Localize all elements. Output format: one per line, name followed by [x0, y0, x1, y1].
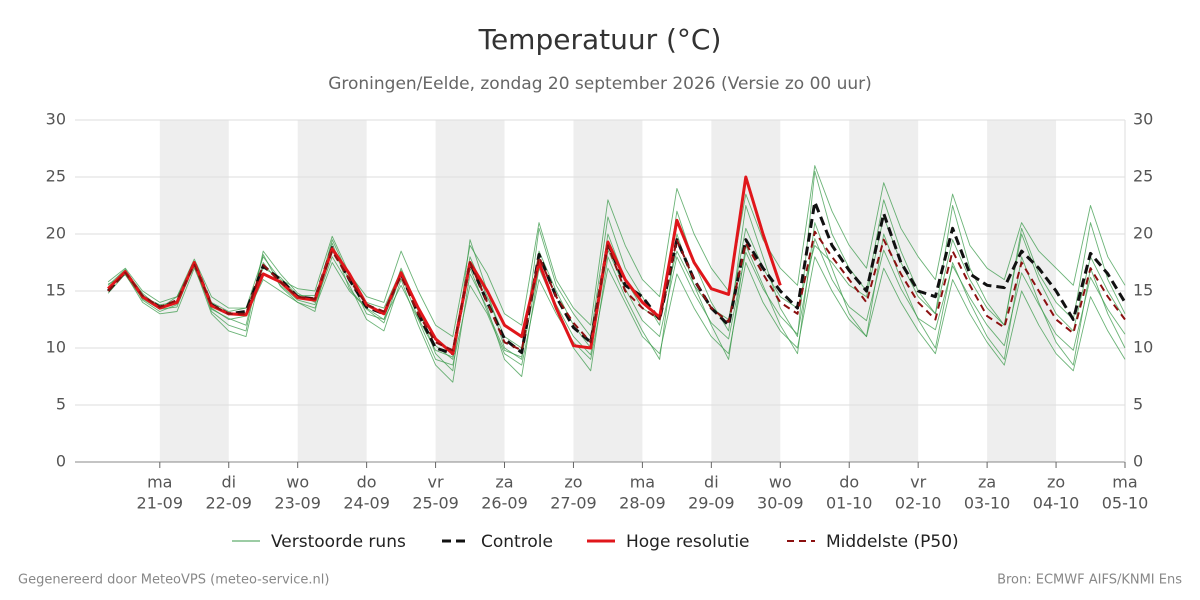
chart-title: Temperatuur (°C): [478, 23, 722, 56]
y-tick-label-right: 25: [1133, 167, 1153, 186]
x-tick-weekday: wo: [769, 473, 792, 492]
y-tick-label-right: 30: [1133, 110, 1153, 129]
ensemble-line: [107, 256, 1126, 372]
x-tick-date: 03-10: [964, 494, 1011, 513]
series-line: [107, 230, 1126, 352]
x-tick-weekday: ma: [147, 473, 172, 492]
y-tick-label: 20: [46, 224, 66, 243]
x-tick-date: 29-09: [688, 494, 735, 513]
x-tick-date: 05-10: [1102, 494, 1149, 513]
x-tick-date: 26-09: [481, 494, 528, 513]
x-tick-weekday: ma: [1112, 473, 1137, 492]
footer-right: Bron: ECMWF AIFS/KNMI Ens: [997, 573, 1182, 588]
y-tick-label: 5: [56, 395, 66, 414]
x-tick-weekday: zo: [1047, 473, 1065, 492]
legend-label: Middelste (P50): [826, 532, 959, 552]
ensemble-line: [107, 170, 1126, 372]
x-tick-weekday: vr: [910, 473, 926, 492]
x-tick-weekday: do: [839, 473, 859, 492]
footer-left: Gegenereerd door MeteoVPS (meteo-service…: [18, 573, 329, 588]
x-tick-weekday: za: [978, 473, 996, 492]
x-tick-weekday: di: [221, 473, 236, 492]
x-tick-weekday: za: [495, 473, 513, 492]
y-tick-label: 0: [56, 452, 66, 471]
x-tick-weekday: do: [357, 473, 377, 492]
y-tick-label: 25: [46, 167, 66, 186]
y-tick-label-right: 0: [1133, 452, 1143, 471]
y-tick-label-right: 5: [1133, 395, 1143, 414]
x-tick-date: 27-09: [550, 494, 597, 513]
legend-label: Hoge resolutie: [626, 532, 750, 552]
x-tick-date: 23-09: [274, 494, 321, 513]
x-tick-date: 22-09: [205, 494, 252, 513]
x-tick-date: 30-09: [757, 494, 804, 513]
y-tick-label-right: 10: [1133, 338, 1153, 357]
x-tick-date: 25-09: [412, 494, 459, 513]
chart-subtitle: Groningen/Eelde, zondag 20 september 202…: [328, 74, 872, 94]
x-tick-weekday: di: [704, 473, 719, 492]
x-tick-date: 04-10: [1033, 494, 1080, 513]
x-tick-weekday: wo: [286, 473, 309, 492]
legend-label: Verstoorde runs: [271, 532, 406, 552]
x-tick-weekday: zo: [564, 473, 582, 492]
y-tick-label: 10: [46, 338, 66, 357]
x-tick-weekday: vr: [428, 473, 444, 492]
y-tick-label: 15: [46, 281, 66, 300]
y-tick-label-right: 20: [1133, 224, 1153, 243]
x-tick-date: 01-10: [826, 494, 873, 513]
y-tick-label-right: 15: [1133, 281, 1153, 300]
legend-label: Controle: [481, 532, 553, 552]
x-tick-date: 21-09: [137, 494, 184, 513]
y-tick-label: 30: [46, 110, 66, 129]
x-tick-weekday: ma: [630, 473, 655, 492]
x-tick-date: 24-09: [343, 494, 390, 513]
x-tick-date: 02-10: [895, 494, 942, 513]
x-tick-date: 28-09: [619, 494, 666, 513]
